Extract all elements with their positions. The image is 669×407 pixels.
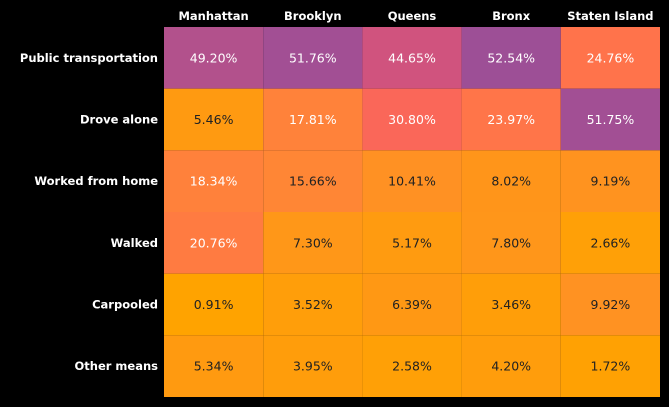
cell-value-label: 7.80% [491, 235, 531, 250]
cell-value-label: 10.41% [388, 174, 436, 189]
row-labels: Public transportation Drove alone Worked f… [20, 51, 158, 373]
heatmap-cell [263, 335, 363, 397]
row-label: Drove alone [80, 113, 158, 127]
column-label: Brooklyn [284, 9, 342, 23]
cell-value-label: 30.80% [388, 112, 436, 127]
column-label: Bronx [492, 9, 531, 23]
heatmap-cell [164, 335, 264, 397]
heatmap-cell [164, 273, 264, 336]
heatmap-cell [560, 212, 660, 274]
cell-value-label: 3.95% [293, 359, 333, 374]
cell-value-label: 9.19% [591, 174, 631, 189]
cell-value-label: 8.02% [491, 174, 531, 189]
cell-value-label: 0.91% [194, 297, 234, 312]
column-label: Staten Island [567, 9, 653, 23]
heatmap-cell [164, 88, 264, 151]
heatmap-cells [164, 27, 660, 397]
heatmap-cell [560, 27, 660, 89]
cell-value-label: 9.92% [591, 297, 631, 312]
heatmap-cell [362, 335, 462, 397]
heatmap-cell [362, 88, 462, 151]
cell-value-label: 52.54% [487, 50, 535, 65]
heatmap-cell [263, 150, 363, 212]
cell-value-label: 17.81% [289, 112, 337, 127]
column-labels: Manhattan Brooklyn Queens Bronx Staten Islan… [178, 9, 653, 23]
row-label: Worked from home [34, 174, 158, 188]
cell-value-label: 44.65% [388, 50, 436, 65]
heatmap-cell [560, 150, 660, 212]
heatmap-cell [263, 273, 363, 336]
heatmap-cell-labels: 49.20% 51.76% 44.65% 52.54% 24.76% 5.46% 17.81… [190, 50, 635, 373]
cell-value-label: 7.30% [293, 235, 333, 250]
heatmap-cell [560, 335, 660, 397]
heatmap-cell [263, 88, 363, 151]
heatmap-cell [164, 150, 264, 212]
heatmap-cell [560, 88, 660, 151]
cell-value-label: 2.58% [392, 359, 432, 374]
heatmap-cell [461, 150, 561, 212]
row-label: Other means [74, 359, 158, 373]
row-label: Carpooled [92, 298, 158, 312]
heatmap-cell [560, 273, 660, 336]
cell-value-label: 5.46% [194, 112, 234, 127]
cell-value-label: 15.66% [289, 174, 337, 189]
heatmap-cell [263, 212, 363, 274]
column-label: Manhattan [178, 9, 248, 23]
row-label: Public transportation [20, 51, 158, 65]
cell-value-label: 51.75% [587, 112, 635, 127]
row-label: Walked [111, 236, 158, 250]
heatmap-cell [461, 335, 561, 397]
heatmap-cell [461, 273, 561, 336]
cell-value-label: 6.39% [392, 297, 432, 312]
column-label: Queens [388, 9, 437, 23]
heatmap-cell [461, 88, 561, 151]
cell-value-label: 20.76% [190, 235, 238, 250]
cell-value-label: 49.20% [190, 50, 238, 65]
cell-value-label: 3.46% [491, 297, 531, 312]
heatmap-cell [362, 273, 462, 336]
cell-value-label: 51.76% [289, 50, 337, 65]
cell-value-label: 4.20% [491, 359, 531, 374]
heatmap-cell [362, 150, 462, 212]
cell-value-label: 5.34% [194, 359, 234, 374]
heatmap-cell [362, 212, 462, 274]
cell-value-label: 23.97% [487, 112, 535, 127]
cell-value-label: 2.66% [591, 235, 631, 250]
cell-value-label: 18.34% [190, 174, 238, 189]
heatmap-cell [461, 27, 561, 89]
heatmap-cell [164, 212, 264, 274]
heatmap-cell [461, 212, 561, 274]
cell-value-label: 1.72% [591, 359, 631, 374]
heatmap-cell [362, 27, 462, 89]
cell-value-label: 3.52% [293, 297, 333, 312]
cell-value-label: 24.76% [587, 50, 635, 65]
cell-value-label: 5.17% [392, 235, 432, 250]
heatmap-cell [164, 27, 264, 89]
heatmap-cell [263, 27, 363, 89]
